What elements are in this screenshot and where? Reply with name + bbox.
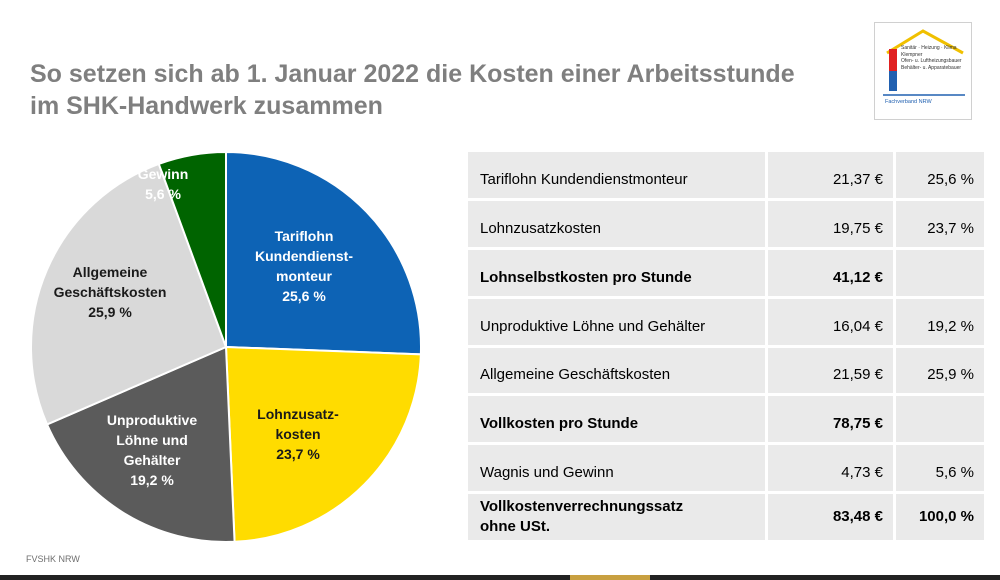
fachverband-logo: Sanitär · Heizung · Klima Klempner Ofen-… (874, 22, 972, 120)
pie-slice (224, 345, 422, 543)
pie-slice-label: Tariflohn Kundendienst-monteur 25,6 % (224, 226, 384, 306)
pie-slice (45, 345, 236, 543)
table-cell-percent: 19,2 % (896, 298, 984, 345)
pie-slice-label-line: monteur (276, 268, 332, 284)
pie-slice-label-line: Lohnzusatz- (257, 406, 339, 422)
table-cell-percent: 100,0 % (896, 494, 984, 540)
table-cell-percent (896, 249, 984, 296)
table-cell-percent: 25,9 % (896, 347, 984, 394)
pie-slice (225, 150, 422, 356)
table-cell-amount: 78,75 € (768, 396, 893, 443)
table-cell-label: Wagnis und Gewinn (468, 445, 765, 492)
pie-slice-label-line: kosten (275, 426, 321, 442)
logo-line: Klempner (901, 51, 923, 58)
table-cell-label: Lohnzusatzkosten (468, 200, 765, 247)
table-cell-percent: 5,6 % (896, 445, 984, 492)
pie-slice-label: Unproduktive Löhne und Gehälter 19,2 % (72, 410, 232, 490)
footer-source: FVSHK NRW (26, 554, 80, 564)
bottom-bar (0, 575, 1000, 580)
pie-slice-label-line: 23,7 % (276, 446, 320, 462)
pie-slice-label-line: Gewinn (137, 166, 189, 182)
table-cell-amount: 41,12 € (768, 249, 893, 296)
table-cell-label: Unproduktive Löhne und Gehälter (468, 298, 765, 345)
cost-table: Tariflohn Kundendienstmonteur 21,37 €25,6… (468, 152, 984, 540)
table-cell-label: Tariflohn Kundendienstmonteur (468, 152, 765, 198)
pie-chart: Tariflohn Kundendienst-monteur 25,6 % Lohnz… (20, 150, 440, 550)
table-cell-label: Allgemeine Geschäftskosten (468, 347, 765, 394)
table-cell-amount: 21,59 € (768, 347, 893, 394)
pie-slice-label-line: 25,6 % (282, 288, 326, 304)
pie-chart-svg (30, 150, 422, 543)
logo-line: Sanitär · Heizung · Klima (901, 45, 957, 51)
table-cell-amount: 4,73 € (768, 445, 893, 492)
logo-line: Behälter- u. Apparatebauer (901, 64, 962, 71)
pie-slice-label: Gewinn 5,6 % (120, 164, 206, 204)
page-title: So setzen sich ab 1. Januar 2022 die Kos… (30, 58, 850, 122)
pie-slice-label-line: 25,9 % (88, 304, 132, 320)
pie-slice-label-line: Unproduktive (106, 412, 198, 428)
table-cell-label: Lohnselbstkosten pro Stunde (468, 249, 765, 296)
pie-slice-label-line: Geschäftskosten (53, 284, 167, 300)
table-cell-percent: 25,6 % (896, 152, 984, 198)
table-cell-amount: 16,04 € (768, 298, 893, 345)
table-cell-label: Vollkostenverrechnungssatz ohne USt. (468, 494, 765, 540)
pie-slice-label: Lohnzusatz-kosten 23,7 % (218, 404, 378, 464)
table-cell-amount: 83,48 € (768, 494, 893, 540)
pie-slice-label-line: Gehälter (123, 452, 181, 468)
pie-slice-label-line: Tariflohn (274, 228, 334, 244)
pie-slice-label-line: Löhne und (116, 432, 188, 448)
logo-house-icon (883, 29, 965, 96)
pie-slice-label-line: 19,2 % (130, 472, 174, 488)
pie-slice (30, 162, 228, 426)
title-line-1: So setzen sich ab 1. Januar 2022 die Kos… (30, 60, 795, 88)
pie-slice-label-line: 5,6 % (145, 186, 181, 202)
table-cell-percent (896, 396, 984, 443)
table-cell-amount: 21,37 € (768, 152, 893, 198)
logo-text: Sanitär · Heizung · Klima Klempner Ofen-… (901, 45, 969, 71)
logo-bottom-text: Fachverband NRW (885, 99, 932, 105)
pie-slice-label-line: Kundendienst- (255, 248, 353, 264)
pie-slice-label-line: Allgemeine (72, 264, 148, 280)
logo-line: Ofen- u. Luftheizungsbauer (901, 58, 962, 65)
table-cell-label: Vollkosten pro Stunde (468, 396, 765, 443)
pie-slice-label: Allgemeine Geschäftskosten 25,9 % (30, 262, 190, 322)
table-cell-percent: 23,7 % (896, 200, 984, 247)
pie-slice (157, 150, 227, 348)
title-line-2: im SHK-Handwerk zusammen (30, 92, 383, 120)
table-cell-amount: 19,75 € (768, 200, 893, 247)
